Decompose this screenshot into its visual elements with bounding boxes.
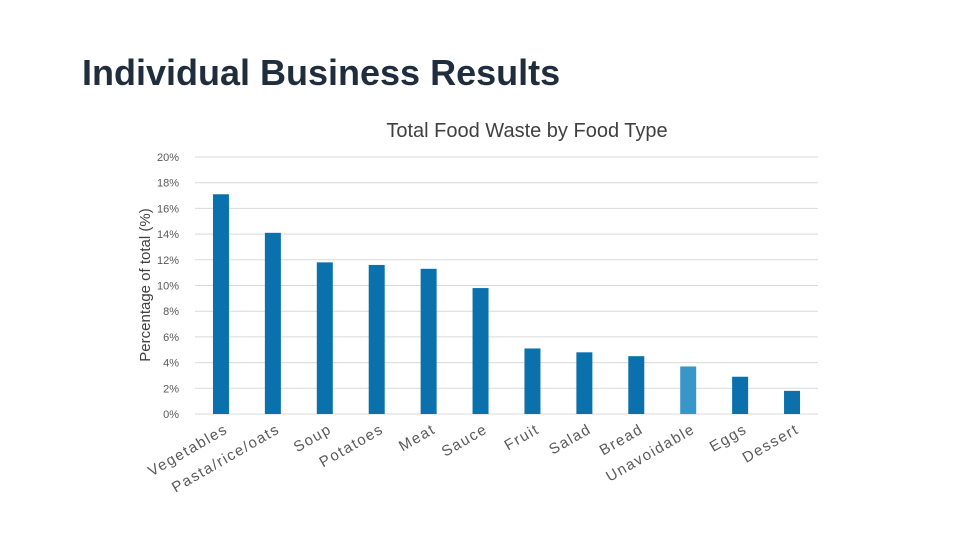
x-tick-label: Meat (396, 421, 439, 455)
bars (212, 194, 801, 414)
bar-sauce (472, 288, 489, 414)
bar-eggs (732, 376, 749, 414)
bar-potatoes (368, 264, 385, 414)
y-tick-label: 20% (157, 152, 179, 164)
y-tick-label: 10% (157, 281, 179, 293)
y-tick-label: 16% (157, 203, 179, 215)
bar-vegetables (212, 194, 229, 414)
y-tick-label: 6% (163, 332, 179, 344)
bar-unavoidable (680, 366, 697, 414)
bar-fruit (524, 348, 541, 414)
bar-dessert (784, 390, 801, 414)
y-axis-label: Percentage of total (%) (137, 208, 154, 361)
bar-meat (420, 268, 437, 414)
x-tick-label: Unavoidable (603, 421, 698, 486)
gridlines (195, 156, 818, 415)
bar-pasta-rice-oats (264, 232, 281, 414)
y-tick-labels: 0% 2% 4% 6% 8% 10% 12% 14% 16% 18% 20% (157, 152, 179, 421)
y-tick-label: 2% (163, 383, 179, 395)
x-tick-label: Salad (546, 421, 594, 459)
y-tick-label: 0% (163, 409, 179, 421)
bar-salad (576, 352, 593, 414)
slide-title: Individual Business Results (82, 52, 561, 93)
x-tick-label: Dessert (740, 421, 802, 467)
y-tick-label: 4% (163, 358, 179, 370)
bar-soup (316, 262, 333, 414)
x-tick-label: Sauce (439, 421, 491, 461)
x-tick-label: Fruit (501, 421, 542, 454)
y-tick-label: 8% (163, 306, 179, 318)
y-tick-label: 12% (157, 255, 179, 267)
chart-title: Total Food Waste by Food Type (386, 120, 667, 142)
y-tick-label: 18% (157, 178, 179, 190)
bar-bread (628, 356, 645, 414)
y-tick-label: 14% (157, 229, 179, 241)
